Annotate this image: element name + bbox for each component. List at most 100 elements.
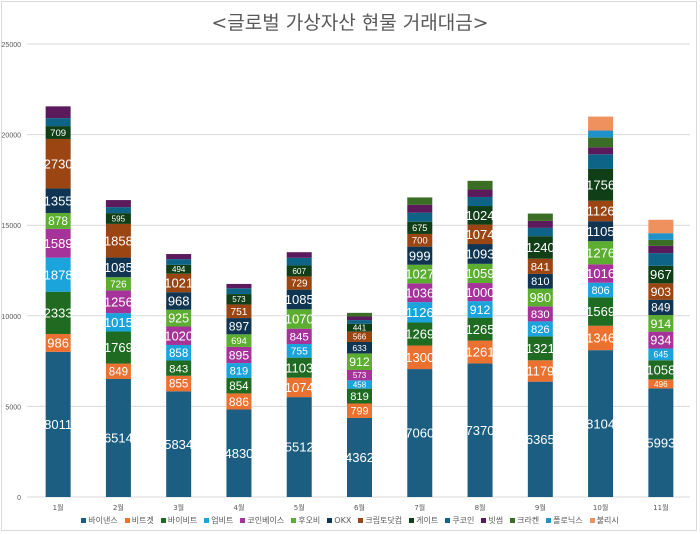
data-label: 5993	[646, 435, 675, 450]
legend-label: 코인베이스	[247, 516, 285, 525]
x-tick-label: 3월	[173, 503, 184, 512]
data-label: 1276	[586, 245, 615, 260]
data-label: 925	[168, 312, 189, 326]
bar-segment	[347, 417, 372, 497]
data-label: 1269	[405, 327, 434, 342]
legend-swatch	[240, 518, 246, 523]
bar-segment	[105, 331, 131, 364]
x-tick-label: 5월	[294, 503, 305, 512]
bar-segment	[467, 340, 493, 364]
bar-segment	[45, 291, 71, 334]
data-label: 830	[531, 309, 550, 321]
data-label: 914	[651, 317, 672, 331]
x-tick-label: 8월	[475, 503, 486, 512]
data-label: 934	[650, 334, 671, 348]
legend-label: 크라켄	[517, 516, 540, 525]
bar-segment	[407, 369, 433, 497]
bar-segment	[105, 213, 131, 224]
data-label: 967	[650, 267, 672, 282]
bar-segment	[226, 294, 252, 305]
bar-segment	[407, 302, 433, 323]
bar-segment	[105, 378, 131, 497]
legend-swatch	[124, 518, 130, 523]
legend-label: 바이낸스	[88, 516, 118, 525]
data-label: 645	[654, 350, 669, 360]
legend-label: 게이트	[416, 516, 439, 525]
bar-segment	[648, 360, 674, 380]
bar-segment	[407, 322, 433, 346]
bar-segment	[45, 228, 71, 258]
bar-segment	[226, 377, 252, 394]
y-tick-label: 0	[17, 495, 21, 502]
bar-segment	[467, 363, 493, 497]
bar-segment	[166, 292, 192, 310]
bar-segment	[467, 263, 493, 284]
data-label: 1016	[586, 266, 615, 281]
bar-segment	[226, 283, 252, 289]
legend-label: 업비트	[211, 516, 234, 525]
legend-label: OKX	[334, 516, 352, 525]
data-label: 700	[412, 236, 428, 247]
data-label: 633	[352, 343, 367, 353]
legend-swatch	[546, 518, 552, 523]
bar-segment	[286, 257, 312, 266]
bar-segment	[648, 315, 674, 332]
legend-swatch	[481, 518, 487, 523]
legend-item: 업비트	[204, 515, 233, 526]
data-label: 4830	[224, 446, 253, 461]
legend-label: 불리시	[596, 516, 619, 525]
bar-segment	[407, 264, 433, 284]
bar-segment	[45, 118, 71, 127]
data-label: 694	[231, 335, 247, 346]
bar-segment	[166, 391, 192, 497]
bar-segment	[45, 257, 71, 292]
bar-segment	[347, 369, 372, 381]
y-tick-label: 25000	[2, 42, 22, 49]
data-label: 5512	[285, 440, 314, 455]
bar-segment	[226, 363, 252, 378]
bar-segment	[347, 388, 372, 404]
data-label: 6514	[104, 431, 133, 446]
legend-label: 바이비트	[167, 516, 198, 525]
bar-segment	[105, 290, 131, 314]
bar-segment	[105, 277, 131, 291]
legend-label: 후오비	[298, 516, 321, 525]
data-label: 1261	[466, 345, 495, 360]
bar-segment	[407, 204, 433, 213]
x-tick-label: 2월	[113, 503, 124, 512]
legend-swatch	[160, 518, 166, 523]
data-label: 755	[291, 347, 308, 358]
data-label: 1300	[405, 350, 434, 365]
bar-segment	[648, 388, 674, 497]
legend-label: 폴로닉스	[553, 516, 583, 525]
bar-segment	[527, 273, 553, 289]
bar-segment	[588, 154, 614, 169]
data-label: 1126	[587, 204, 615, 219]
data-label: 1027	[405, 267, 434, 282]
data-label: 441	[353, 324, 367, 333]
legend-swatch	[204, 518, 210, 523]
bar-segment	[467, 224, 493, 245]
bar-segment	[105, 257, 131, 278]
bar-segment	[286, 252, 312, 258]
data-label: 595	[112, 214, 126, 223]
data-label: 496	[654, 380, 668, 389]
legend-item: 비트겟	[124, 515, 154, 526]
bar-segment	[347, 312, 372, 317]
data-label: 1021	[164, 276, 193, 291]
data-label: 1000	[466, 285, 495, 300]
data-label: 999	[409, 248, 431, 263]
bar-segment	[286, 289, 312, 310]
bar-segment	[226, 393, 252, 410]
data-label: 1240	[526, 240, 555, 255]
bar-segment	[286, 309, 312, 329]
bar-segment	[45, 126, 71, 139]
bar-segment	[45, 212, 71, 229]
data-label: 2730	[44, 156, 73, 171]
bar-segment	[45, 106, 71, 119]
legend-item: 빗썸	[481, 515, 503, 526]
bar-segment	[286, 377, 312, 398]
data-label: 1105	[587, 224, 615, 239]
bar-segment	[347, 353, 372, 370]
data-label: 897	[229, 320, 250, 334]
